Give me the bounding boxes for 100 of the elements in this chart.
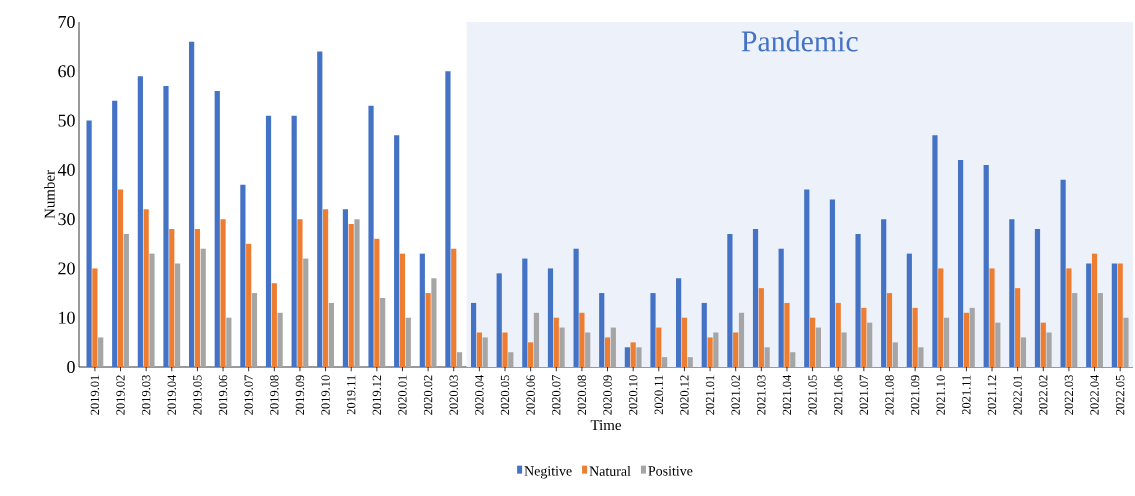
bar <box>969 307 975 367</box>
bar <box>528 342 534 367</box>
legend-label: Natural <box>589 466 631 476</box>
bar <box>995 322 1001 367</box>
bar <box>368 105 374 367</box>
y-tick-label: 40 <box>57 163 75 176</box>
x-tick-label: 2022.03 <box>1064 375 1074 415</box>
bar <box>240 184 246 367</box>
x-tick-label: 2019.09 <box>295 375 305 415</box>
bar <box>579 312 585 367</box>
bar <box>861 307 867 367</box>
y-tick-label: 20 <box>58 262 75 275</box>
x-tick-label: 2020.02 <box>423 375 433 415</box>
x-tick-label: 2020.05 <box>500 375 510 415</box>
bar <box>522 258 528 367</box>
bar <box>86 120 92 367</box>
x-tick-label: 2021.04 <box>782 374 792 415</box>
bar <box>470 302 477 367</box>
bar <box>778 248 784 367</box>
x-tick-label: 2019.12 <box>372 375 382 415</box>
bar <box>764 347 770 367</box>
bar <box>1015 288 1021 367</box>
bar <box>1009 219 1015 367</box>
bar <box>419 253 425 367</box>
x-tick-label: 2021.02 <box>731 375 740 415</box>
x-tick-label: 2019.07 <box>244 375 253 415</box>
bar <box>676 278 682 367</box>
x-tick-label: 2021.10 <box>936 375 945 415</box>
bar <box>881 219 887 367</box>
bar <box>328 302 334 367</box>
x-tick-label: 2020.03 <box>449 375 458 415</box>
bar <box>932 135 938 367</box>
bar <box>533 312 540 367</box>
bar <box>189 41 195 367</box>
bar <box>892 342 898 367</box>
x-tick-label: 2021.07 <box>859 375 869 415</box>
x-tick-label: 2021.11 <box>962 375 971 415</box>
y-tick-label: 0 <box>67 360 75 374</box>
bar <box>348 224 354 367</box>
bar <box>610 327 616 367</box>
bar <box>1117 263 1123 367</box>
legend-label: Positive <box>648 466 693 476</box>
bar <box>758 288 764 367</box>
bar <box>297 219 303 367</box>
bar <box>508 352 514 367</box>
bar <box>482 337 488 367</box>
bar <box>841 332 847 367</box>
bar <box>317 51 323 367</box>
bar <box>1060 179 1066 367</box>
y-tick-label: 30 <box>58 213 75 226</box>
x-tick-label: 2021.12 <box>987 375 997 415</box>
bar <box>713 332 719 367</box>
bar <box>445 71 451 367</box>
bar <box>394 135 400 367</box>
bar <box>790 352 796 367</box>
bar <box>656 327 662 367</box>
bar <box>727 233 733 367</box>
bar <box>143 209 149 367</box>
bar <box>226 317 232 367</box>
bar <box>322 209 329 367</box>
bar <box>650 293 656 367</box>
bar <box>957 160 964 367</box>
bar <box>573 248 579 367</box>
bar <box>214 91 220 367</box>
bar <box>92 268 98 367</box>
bar <box>174 263 181 367</box>
bar <box>1034 229 1041 367</box>
x-tick-label: 2022.05 <box>1115 375 1125 415</box>
bar <box>123 233 129 367</box>
bar <box>374 238 380 367</box>
x-tick-label: 2020.11 <box>654 375 664 415</box>
bar <box>98 337 104 367</box>
bar <box>636 347 642 367</box>
bar <box>662 357 668 367</box>
bar <box>585 332 591 367</box>
bar <box>137 76 143 367</box>
bar <box>271 283 277 367</box>
bar <box>547 268 554 367</box>
bar <box>380 298 386 367</box>
bar <box>733 332 739 367</box>
x-tick-label: 2020.08 <box>577 375 587 415</box>
x-tick-label: 2022.01 <box>1013 375 1022 415</box>
bar <box>886 293 893 367</box>
bar <box>1091 253 1098 367</box>
bar <box>624 347 630 367</box>
bar <box>553 317 559 367</box>
x-tick-label: 2019.06 <box>218 375 228 415</box>
bar <box>1046 332 1052 367</box>
bar <box>918 347 924 367</box>
bar <box>1111 263 1117 367</box>
x-tick-label: 2021.06 <box>833 375 843 415</box>
bar <box>169 229 175 367</box>
bar <box>425 293 431 367</box>
bar <box>867 322 873 367</box>
bar <box>815 327 821 367</box>
bar <box>1072 293 1078 367</box>
y-axis-title: Number <box>44 170 55 219</box>
bar <box>963 312 969 367</box>
bar <box>277 312 283 367</box>
bar <box>251 293 258 367</box>
